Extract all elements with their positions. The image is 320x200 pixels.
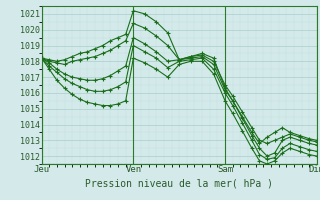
X-axis label: Pression niveau de la mer( hPa ): Pression niveau de la mer( hPa ) [85,179,273,189]
